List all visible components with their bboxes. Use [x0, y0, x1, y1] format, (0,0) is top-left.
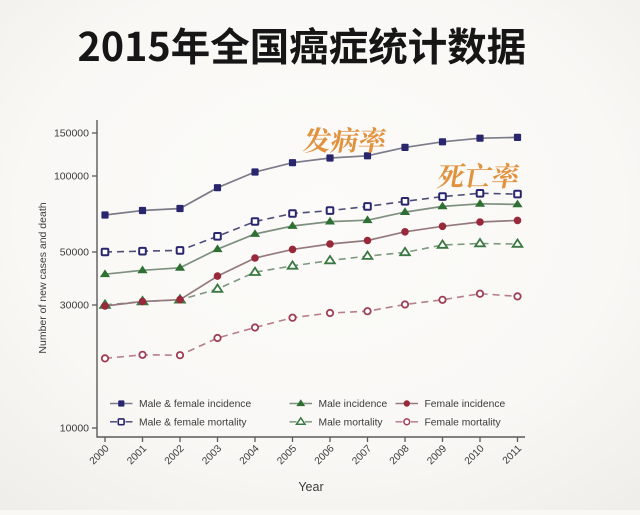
svg-text:Male incidence: Male incidence: [319, 399, 388, 410]
svg-text:50000: 50000: [60, 247, 89, 259]
svg-text:Number of new cases and death: Number of new cases and death: [37, 202, 49, 353]
svg-text:Female incidence: Female incidence: [425, 399, 506, 410]
svg-text:Year: Year: [298, 480, 323, 494]
svg-text:Male & female incidence: Male & female incidence: [139, 399, 251, 410]
svg-text:Male & female mortality: Male & female mortality: [139, 417, 247, 428]
svg-text:Female mortality: Female mortality: [425, 417, 502, 428]
svg-text:100000: 100000: [54, 171, 89, 183]
svg-text:10000: 10000: [60, 423, 89, 435]
svg-text:Male mortality: Male mortality: [319, 417, 384, 428]
svg-text:150000: 150000: [54, 128, 89, 140]
svg-text:30000: 30000: [60, 300, 89, 312]
